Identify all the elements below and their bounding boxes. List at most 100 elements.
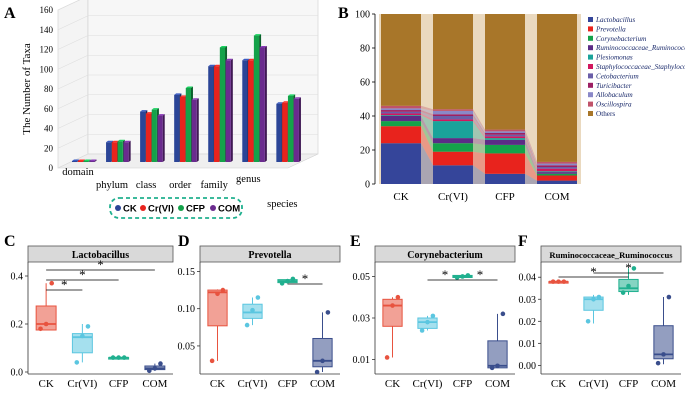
bar-com-domain bbox=[89, 161, 95, 163]
legend-label-corynebacterium: Corynebacterium bbox=[596, 35, 646, 43]
legend-label-allobaculum: Allobaculum bbox=[595, 91, 633, 99]
grid-line-side bbox=[57, 15, 89, 31]
point-com bbox=[314, 369, 320, 375]
point-com bbox=[152, 366, 158, 371]
point-cfp bbox=[465, 273, 471, 278]
x-category-label-genus: genus bbox=[236, 174, 261, 185]
stack-staphylococcaceae-staphylococcus-ck bbox=[381, 113, 421, 116]
flow-turicibacter bbox=[473, 114, 485, 135]
point-com bbox=[495, 363, 500, 369]
x-category-label-ck: CK bbox=[210, 378, 225, 390]
x-category-label-ck: CK bbox=[393, 191, 408, 203]
x-category-label-com: COM bbox=[142, 378, 167, 390]
x-category-label-com: COM bbox=[651, 378, 676, 390]
flow-corynebacterium bbox=[525, 144, 537, 176]
stack-corynebacterium-com bbox=[537, 173, 577, 176]
legend-label-com: COM bbox=[218, 204, 240, 215]
flow-oscillospira bbox=[525, 129, 537, 164]
y-tick-label: 0.05 bbox=[178, 341, 196, 352]
bar-cr-vi-phylum bbox=[111, 142, 118, 162]
point-cr-vi bbox=[425, 319, 430, 325]
grid-line-side bbox=[57, 54, 89, 70]
bar-ck-domain-top bbox=[72, 159, 80, 162]
bar-com-genus bbox=[259, 47, 265, 163]
flow-staphylococcaceae-staphylococcus bbox=[421, 113, 433, 122]
y-tick-label: 60 bbox=[360, 78, 370, 89]
flow-staphylococcaceae-staphylococcus bbox=[525, 136, 537, 172]
bar-ck-phylum-top bbox=[106, 140, 114, 143]
y-tick-label: 40 bbox=[44, 124, 54, 134]
flow-turicibacter bbox=[525, 133, 537, 167]
point-cfp bbox=[631, 266, 637, 271]
stack-cetobacterium-com bbox=[537, 167, 577, 169]
stack-plesiomonas-ck bbox=[381, 115, 421, 116]
legend-label-prevotella: Prevotella bbox=[595, 25, 626, 33]
panel-d-prevotella-boxplot: Prevotella 0.05 0.10 0.15 CK Cr(VI) CFP COM * bbox=[178, 245, 341, 390]
stack-staphylococcaceae-staphylococcus-cr-vi bbox=[433, 119, 473, 122]
y-tick-label: 0.00 bbox=[519, 361, 537, 372]
box-ck bbox=[35, 305, 57, 331]
bar-com-family-side bbox=[230, 58, 233, 162]
point-com bbox=[655, 360, 661, 366]
panel-e-corynebacterium-boxplot: Corynebacterium 0.01 0.03 0.05 CK Cr(VI) CFP CO… bbox=[353, 245, 516, 390]
point-ck bbox=[384, 355, 390, 360]
stack-corynebacterium-cfp bbox=[485, 144, 525, 154]
bar-com-phylum bbox=[123, 142, 129, 162]
point-ck bbox=[561, 279, 567, 284]
y-tick-label: 0 bbox=[49, 163, 54, 173]
x-category-label-cr-vi: Cr(VI) bbox=[438, 191, 468, 203]
stack-allobaculum-ck bbox=[381, 108, 421, 111]
point-com bbox=[666, 294, 672, 300]
bar-cr-vi-species-top bbox=[282, 101, 290, 103]
x-category-label-com: COM bbox=[310, 378, 335, 390]
stack-turicibacter-cfp bbox=[485, 133, 525, 135]
legend-marker-cr-vi bbox=[140, 205, 146, 211]
legend-label-cfp: CFP bbox=[186, 204, 206, 215]
point-cfp bbox=[110, 355, 116, 360]
flow-corynebacterium bbox=[473, 143, 485, 154]
stack-others-ck bbox=[381, 14, 421, 106]
stack-prevotella-ck bbox=[381, 126, 421, 144]
point-cfp bbox=[626, 283, 631, 289]
bar-cfp-phylum bbox=[117, 141, 123, 162]
grid-line-side bbox=[57, 35, 89, 50]
bar-cr-vi-phylum-top bbox=[111, 140, 120, 143]
point-com bbox=[500, 311, 506, 317]
x-category-label-cfp: CFP bbox=[495, 191, 515, 203]
bar-cr-vi-class bbox=[145, 113, 152, 162]
significance-star: * bbox=[625, 260, 632, 275]
bar-ck-family bbox=[208, 66, 214, 162]
y-tick-label: 0.02 bbox=[519, 317, 537, 328]
point-ck bbox=[49, 280, 55, 286]
point-cr-vi bbox=[250, 307, 255, 313]
stack-plesiomonas-com bbox=[537, 171, 577, 173]
bar-com-class-top bbox=[157, 114, 165, 116]
point-cr-vi bbox=[419, 328, 425, 333]
bar-com-order bbox=[191, 99, 197, 162]
x-category-label-phylum: phylum bbox=[96, 180, 128, 191]
bar-com-species-side bbox=[298, 97, 301, 162]
bar-cfp-class-top bbox=[151, 108, 159, 110]
flow-prevotella bbox=[525, 153, 537, 181]
point-ck bbox=[220, 287, 226, 293]
stack-oscillospira-ck bbox=[381, 105, 421, 109]
box-cr-vi bbox=[71, 333, 93, 354]
stack-turicibacter-ck bbox=[381, 110, 421, 112]
point-cr-vi bbox=[80, 333, 85, 339]
grid-line-side bbox=[57, 114, 89, 129]
panel-title-strip bbox=[199, 245, 341, 263]
grid-line-side bbox=[57, 94, 89, 110]
y-axis-title: The Number of Taxa bbox=[21, 43, 33, 135]
point-cfp bbox=[116, 355, 121, 360]
stack-allobaculum-cfp bbox=[485, 131, 525, 133]
x-category-label-com: COM bbox=[485, 378, 510, 390]
stack-turicibacter-com bbox=[537, 165, 577, 167]
point-cr-vi bbox=[591, 296, 596, 302]
y-tick-label: 0.4 bbox=[11, 272, 24, 283]
stack-prevotella-cr-vi bbox=[433, 151, 473, 166]
point-ck bbox=[550, 279, 556, 284]
flow-cetobacterium bbox=[473, 116, 485, 137]
legend-swatch-allobaculum bbox=[588, 92, 593, 98]
